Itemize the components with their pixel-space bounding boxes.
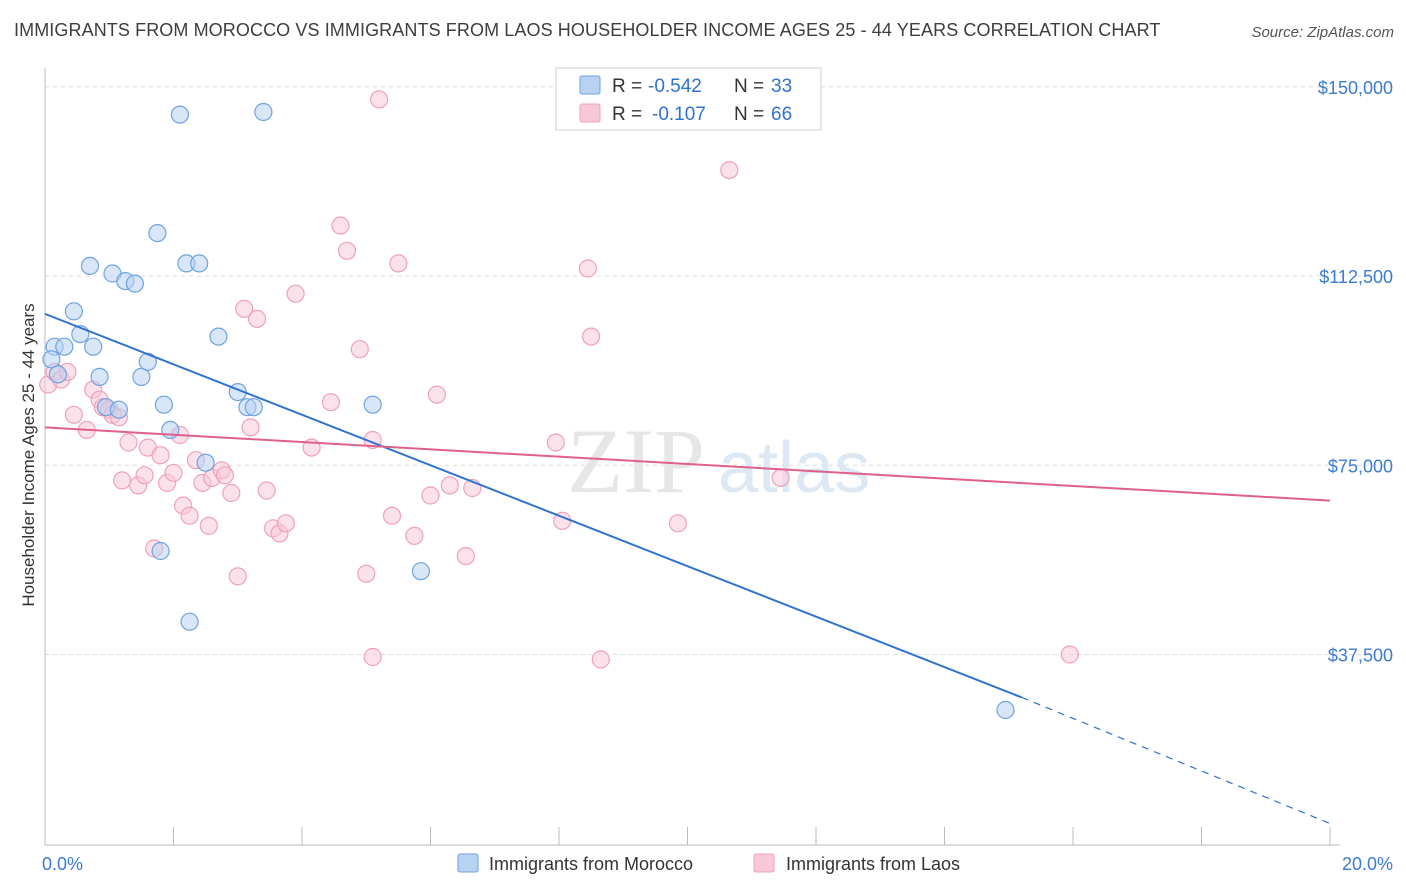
laos-point-62 bbox=[668, 514, 688, 533]
stats-r-label-laos: R = bbox=[612, 104, 642, 125]
morocco-point-18 bbox=[154, 395, 173, 414]
laos-point-29 bbox=[215, 466, 234, 485]
stats-n-label-laos: N = bbox=[734, 104, 764, 125]
laos-point-54 bbox=[440, 476, 459, 495]
laos-point-26 bbox=[199, 516, 218, 535]
laos-point-33 bbox=[241, 418, 260, 437]
legend-label-morocco: Immigrants from Morocco bbox=[489, 854, 693, 874]
laos-point-32 bbox=[235, 299, 254, 318]
laos-point-12 bbox=[112, 471, 132, 490]
series-legend: Immigrants from Morocco Immigrants from … bbox=[457, 853, 960, 874]
morocco-point-11 bbox=[109, 400, 129, 419]
y-tick-label-2: $112,500 bbox=[1319, 267, 1393, 287]
y-axis-title: Householder Income Ages 25 - 44 years bbox=[19, 303, 38, 606]
legend-swatch-laos bbox=[753, 853, 775, 873]
laos-point-44 bbox=[350, 340, 369, 359]
morocco-point-6 bbox=[80, 256, 100, 275]
watermark: ZIP atlas bbox=[567, 410, 870, 512]
morocco-point-29 bbox=[254, 102, 273, 122]
stats-n-value-morocco: 33 bbox=[771, 76, 792, 97]
morocco-point-28 bbox=[244, 398, 263, 417]
laos-point-46 bbox=[363, 647, 382, 667]
laos-point-41 bbox=[321, 393, 340, 412]
y-tick-label-3: $150,000 bbox=[1318, 78, 1393, 98]
gridlines bbox=[45, 86, 1395, 655]
y-tick-labels: $37,500 $75,000 $112,500 $150,000 bbox=[1318, 78, 1393, 666]
y-tick-label-1: $75,000 bbox=[1328, 456, 1393, 476]
legend-label-laos: Immigrants from Laos bbox=[786, 854, 960, 874]
laos-point-43 bbox=[337, 241, 357, 260]
morocco-point-7 bbox=[84, 337, 103, 356]
laos-point-52 bbox=[421, 486, 440, 505]
laos-point-60 bbox=[581, 327, 601, 346]
x-tick-label-0: 0.0% bbox=[42, 854, 83, 874]
laos-point-45 bbox=[357, 564, 376, 583]
laos-point-57 bbox=[546, 433, 565, 452]
laos-point-34 bbox=[247, 309, 267, 328]
laos-point-35 bbox=[257, 481, 276, 500]
laos-point-48 bbox=[370, 90, 389, 109]
laos-point-15 bbox=[135, 466, 154, 485]
morocco-point-20 bbox=[170, 105, 189, 124]
laos-point-63 bbox=[720, 161, 739, 180]
morocco-point-17 bbox=[151, 541, 170, 561]
laos-point-38 bbox=[276, 514, 295, 533]
stats-legend: R = -0.542 N = 33 R = -0.107 N = 66 bbox=[555, 67, 822, 131]
morocco-point-14 bbox=[132, 367, 151, 386]
chart-title: IMMIGRANTS FROM MOROCCO VS IMMIGRANTS FR… bbox=[14, 20, 1161, 40]
laos-point-23 bbox=[180, 506, 199, 525]
morocco-point-30 bbox=[363, 395, 382, 414]
morocco-point-13 bbox=[125, 274, 144, 293]
stats-r-value-laos: -0.107 bbox=[652, 104, 706, 125]
morocco-point-32 bbox=[996, 700, 1015, 720]
morocco-point-8 bbox=[90, 367, 109, 386]
x-tick-label-1: 20.0% bbox=[1342, 854, 1393, 874]
morocco-trend-extension bbox=[1021, 696, 1331, 825]
morocco-point-1 bbox=[55, 337, 74, 356]
laos-point-55 bbox=[456, 546, 475, 566]
laos-point-50 bbox=[389, 254, 408, 273]
morocco-point-24 bbox=[196, 453, 215, 472]
source-note: Source: ZipAtlas.com bbox=[1251, 24, 1394, 41]
laos-point-51 bbox=[405, 526, 424, 546]
legend-swatch-morocco bbox=[457, 853, 479, 873]
morocco-trend-line bbox=[44, 312, 1022, 699]
laos-point-31 bbox=[228, 567, 247, 586]
y-tick-label-0: $37,500 bbox=[1328, 645, 1393, 665]
laos-point-18 bbox=[151, 446, 170, 465]
laos-point-30 bbox=[222, 483, 241, 503]
morocco-point-3 bbox=[48, 365, 68, 384]
morocco-point-23 bbox=[190, 254, 209, 273]
laos-trend-line bbox=[44, 426, 1331, 502]
x-tick-labels: 0.0% 20.0% bbox=[42, 854, 1393, 874]
morocco-point-16 bbox=[148, 224, 167, 243]
morocco-point-4 bbox=[64, 302, 84, 321]
laos-point-42 bbox=[331, 216, 350, 235]
morocco-point-25 bbox=[209, 327, 228, 346]
laos-point-65 bbox=[1060, 645, 1079, 664]
laos-point-39 bbox=[286, 284, 305, 303]
axes bbox=[44, 68, 1340, 846]
laos-point-59 bbox=[578, 259, 598, 278]
laos-point-53 bbox=[427, 385, 446, 404]
morocco-point-31 bbox=[411, 562, 430, 581]
stats-n-label-morocco: N = bbox=[734, 76, 764, 97]
stats-swatch-morocco bbox=[579, 75, 601, 95]
laos-point-4 bbox=[64, 405, 84, 424]
laos-point-61 bbox=[591, 650, 610, 669]
data-points bbox=[39, 90, 1079, 720]
stats-swatch-laos bbox=[579, 103, 601, 123]
morocco-point-22 bbox=[180, 612, 199, 631]
stats-n-value-laos: 66 bbox=[771, 104, 792, 125]
stats-r-value-morocco: -0.542 bbox=[648, 76, 702, 97]
morocco-point-2 bbox=[42, 350, 61, 369]
stats-r-label-morocco: R = bbox=[612, 76, 642, 97]
laos-point-13 bbox=[119, 433, 138, 452]
laos-point-64 bbox=[771, 468, 790, 487]
trend-lines bbox=[44, 312, 1331, 825]
laos-point-49 bbox=[382, 506, 402, 525]
laos-point-20 bbox=[164, 463, 183, 482]
